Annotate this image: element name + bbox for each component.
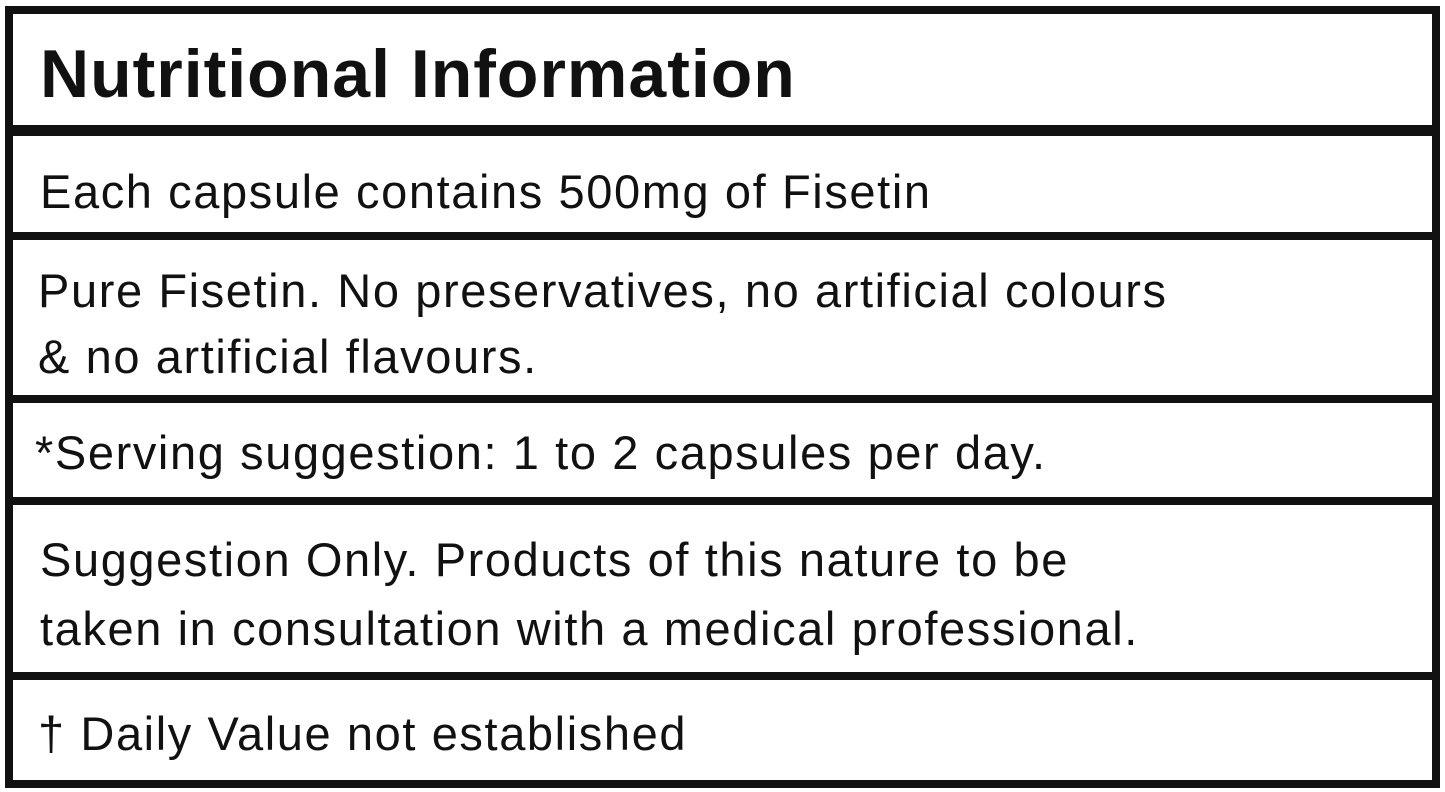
purity-line-2: & no artificial flavours. <box>38 330 538 383</box>
divider <box>13 395 1432 403</box>
divider <box>13 497 1432 505</box>
daily-value-note: † Daily Value not established <box>38 707 688 760</box>
capsule-content: Each capsule contains 500mg of Fisetin <box>40 165 932 218</box>
serving-suggestion: *Serving suggestion: 1 to 2 capsules per… <box>35 426 1047 479</box>
disclaimer-line-1: Suggestion Only. Products of this nature… <box>40 533 1069 586</box>
disclaimer-line-2: taken in consultation with a medical pro… <box>40 602 1139 655</box>
divider <box>13 232 1432 240</box>
nutrition-panel: Nutritional Information Each capsule con… <box>5 6 1440 788</box>
purity-line-1: Pure Fisetin. No preservatives, no artif… <box>38 264 1168 317</box>
divider <box>13 672 1432 680</box>
panel-title: Nutritional Information <box>40 36 796 112</box>
divider <box>13 125 1432 136</box>
